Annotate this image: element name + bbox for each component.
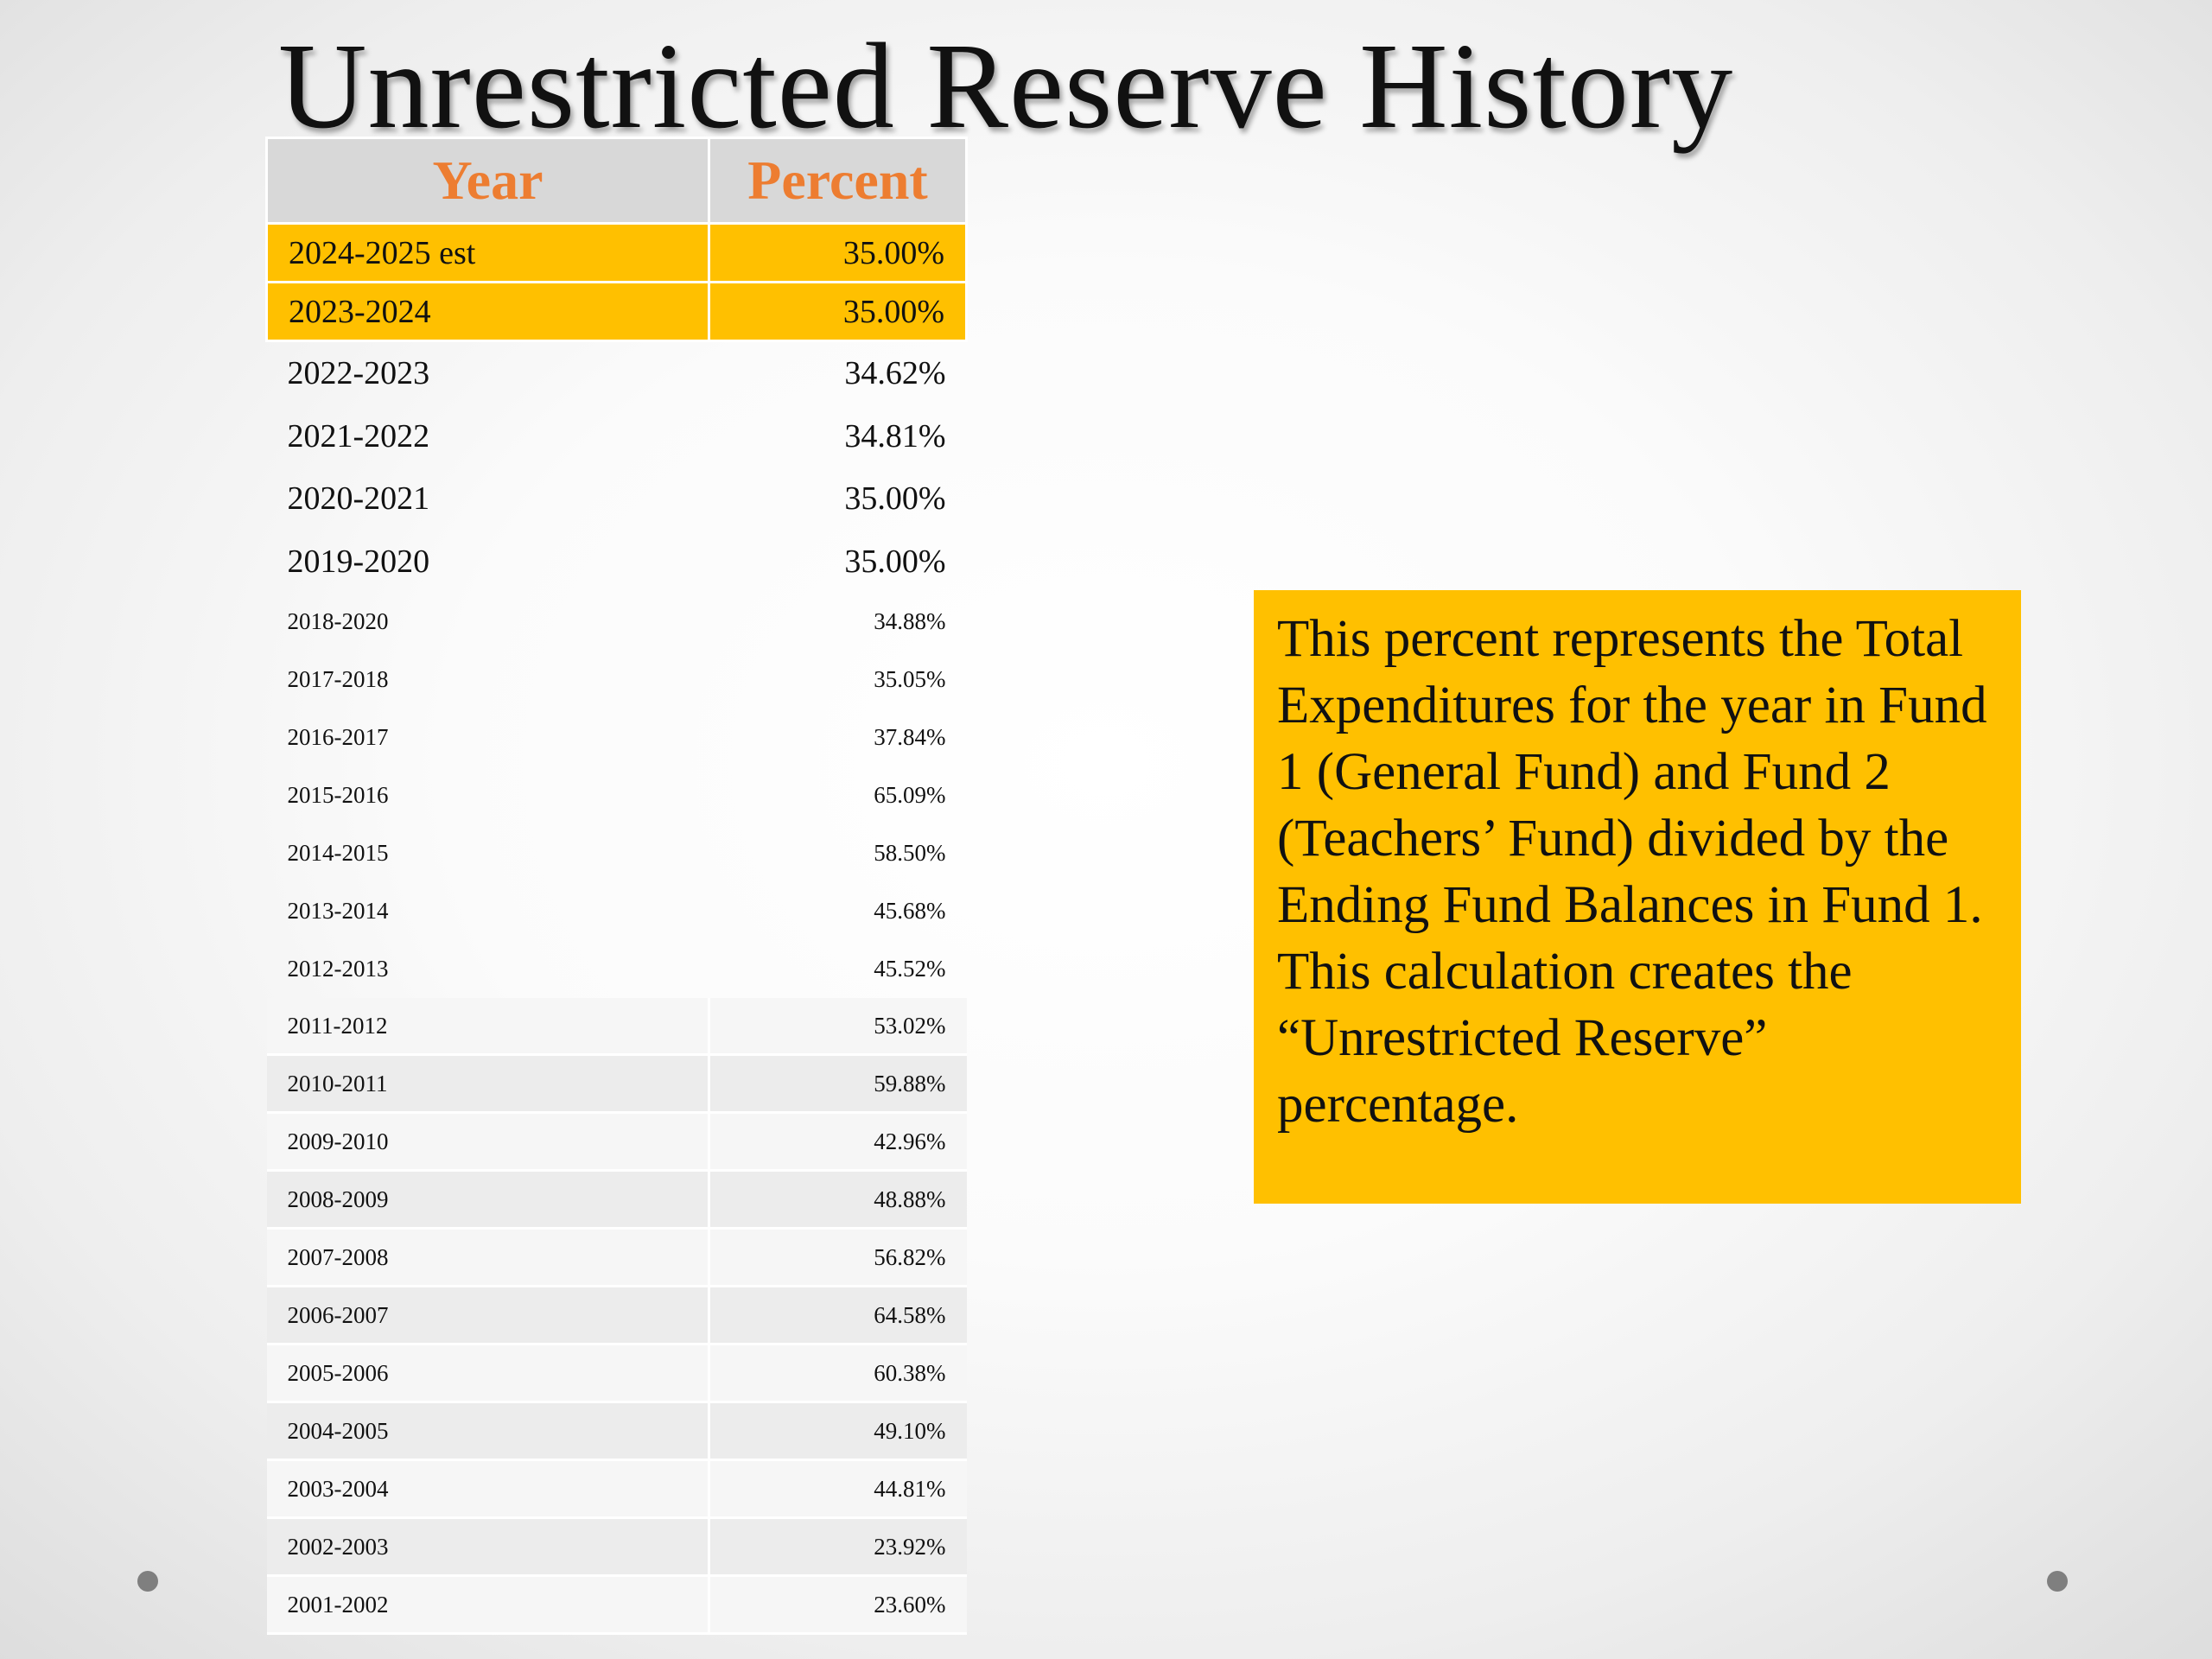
table-row: 2018-2020 34.88% (267, 593, 967, 651)
year-cell: 2003-2004 (266, 1459, 710, 1519)
left-bullet-dot (137, 1571, 158, 1592)
percent-cell: 35.00% (844, 480, 946, 518)
reserve-history-table: Year Percent 2024-2025 est 35.00% 2023-2… (265, 137, 968, 1635)
year-cell: 2012-2013 (287, 956, 389, 982)
year-cell: 2024-2025 est (265, 222, 710, 283)
table-row: 2004-2005 49.10% (266, 1402, 967, 1461)
year-cell: 2009-2010 (266, 1112, 710, 1172)
percent-cell: 45.52% (874, 956, 946, 982)
year-cell: 2007-2008 (266, 1228, 710, 1287)
table-header-row: Year Percent (265, 137, 968, 225)
percent-cell: 53.02% (709, 998, 967, 1056)
percent-cell: 49.10% (709, 1402, 967, 1461)
percent-cell: 34.62% (844, 355, 946, 392)
percent-cell: 56.82% (709, 1228, 967, 1287)
year-cell: 2016-2017 (287, 724, 389, 750)
table-row-highlighted: 2023-2024 35.00% (265, 281, 968, 342)
table-row: 2011-2012 53.02% (266, 998, 967, 1056)
table-row: 2020-2021 35.00% (267, 467, 967, 531)
table-row: 2022-2023 34.62% (267, 341, 967, 405)
percent-cell: 23.92% (709, 1517, 967, 1577)
percent-cell: 34.81% (844, 417, 946, 454)
table-row: 2003-2004 44.81% (266, 1459, 967, 1519)
percent-cell: 35.05% (874, 666, 946, 692)
year-cell: 2017-2018 (287, 666, 389, 692)
percent-cell: 37.84% (874, 724, 946, 750)
table-row: 2015-2016 65.09% (267, 766, 967, 824)
year-cell: 2020-2021 (287, 480, 430, 518)
year-cell: 2013-2014 (287, 898, 389, 924)
table-row: 2017-2018 35.05% (267, 651, 967, 709)
year-cell: 2001-2002 (266, 1575, 710, 1635)
table-row: 2016-2017 37.84% (267, 709, 967, 766)
table-row: 2021-2022 34.81% (267, 405, 967, 468)
year-cell: 2015-2016 (287, 782, 389, 808)
year-cell: 2011-2012 (266, 998, 710, 1056)
percent-cell: 45.68% (874, 898, 946, 924)
table-row: 2005-2006 60.38% (266, 1344, 967, 1403)
year-cell: 2006-2007 (266, 1286, 710, 1345)
table-row: 2013-2014 45.68% (267, 882, 967, 940)
percent-cell: 23.60% (709, 1575, 967, 1635)
percent-cell: 64.58% (709, 1286, 967, 1345)
table-row: 2008-2009 48.88% (266, 1170, 967, 1230)
percent-cell: 44.81% (709, 1459, 967, 1519)
table-row: 2010-2011 59.88% (266, 1054, 967, 1114)
percent-cell: 35.00% (708, 222, 968, 283)
table-row: 2019-2020 35.00% (267, 531, 967, 594)
right-bullet-dot (2047, 1571, 2068, 1592)
percent-cell: 34.88% (874, 608, 946, 634)
percent-cell: 35.00% (708, 281, 968, 342)
table-row: 2002-2003 23.92% (266, 1517, 967, 1577)
percent-cell: 59.88% (709, 1054, 967, 1114)
table-row: 2007-2008 56.82% (266, 1228, 967, 1287)
table-row: 2006-2007 64.58% (266, 1286, 967, 1345)
year-cell: 2023-2024 (265, 281, 710, 342)
year-cell: 2018-2020 (287, 608, 389, 634)
percent-cell: 58.50% (874, 840, 946, 866)
table-row: 2009-2010 42.96% (266, 1112, 967, 1172)
percent-cell: 35.00% (844, 543, 946, 580)
percent-cell: 60.38% (709, 1344, 967, 1403)
year-cell: 2008-2009 (266, 1170, 710, 1230)
slide-title: Unrestricted Reserve History (278, 17, 1734, 154)
reserve-history-table-container: Year Percent 2024-2025 est 35.00% 2023-2… (265, 137, 968, 1635)
table-row-highlighted: 2024-2025 est 35.00% (265, 222, 968, 283)
percent-cell: 42.96% (709, 1112, 967, 1172)
year-cell: 2014-2015 (287, 840, 389, 866)
year-cell: 2019-2020 (287, 543, 430, 580)
year-cell: 2010-2011 (266, 1054, 710, 1114)
table-row: 2001-2002 23.60% (266, 1575, 967, 1635)
percent-cell: 65.09% (874, 782, 946, 808)
table-row: 2012-2013 45.52% (267, 940, 967, 998)
table-row: 2014-2015 58.50% (267, 824, 967, 882)
year-cell: 2004-2005 (266, 1402, 710, 1461)
year-cell: 2002-2003 (266, 1517, 710, 1577)
percent-cell: 48.88% (709, 1170, 967, 1230)
percent-column-header: Percent (708, 137, 968, 225)
year-cell: 2005-2006 (266, 1344, 710, 1403)
explanation-note-box: This percent represents the Total Expend… (1254, 590, 2021, 1204)
year-column-header: Year (265, 137, 710, 225)
year-cell: 2021-2022 (287, 417, 430, 454)
year-cell: 2022-2023 (287, 355, 430, 392)
